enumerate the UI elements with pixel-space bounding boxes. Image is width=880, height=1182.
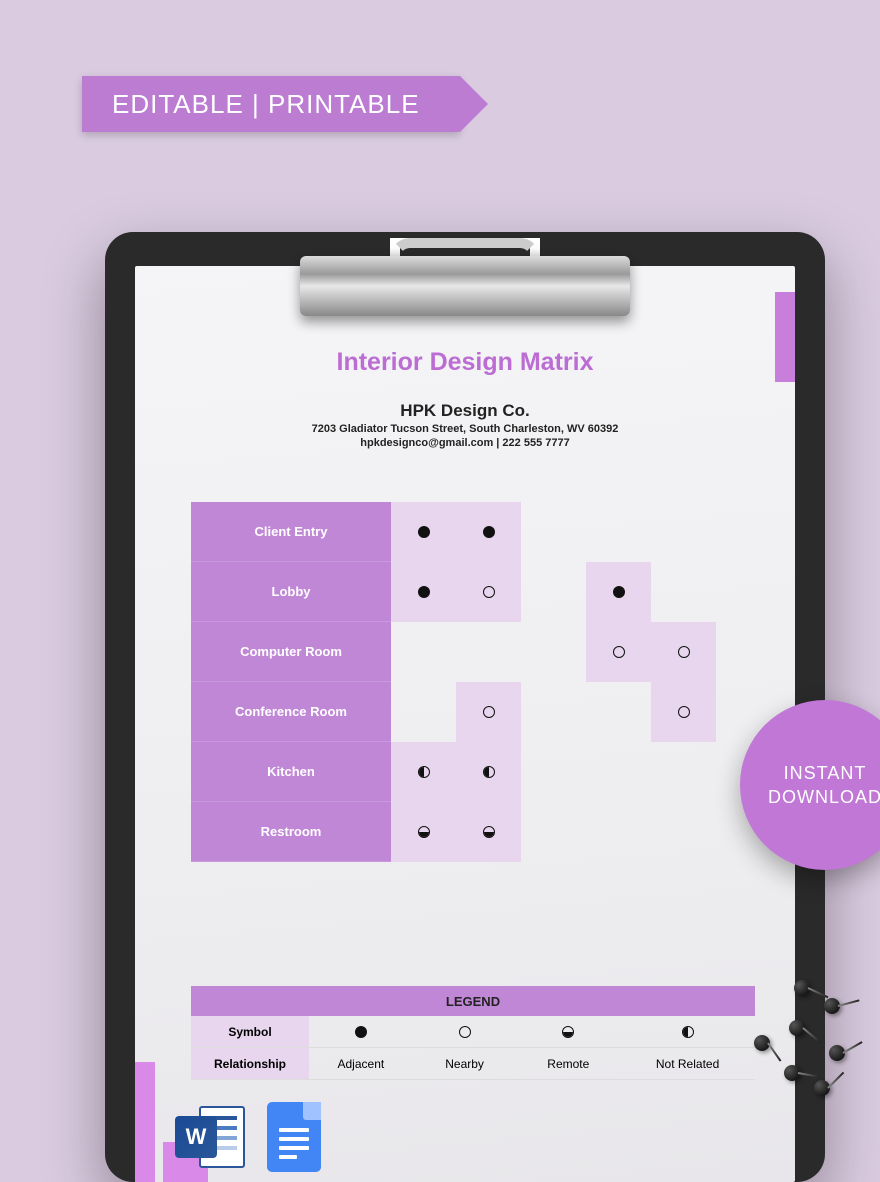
pushpins-decor (700, 950, 880, 1150)
ribbon-banner: EDITABLE | PRINTABLE (82, 76, 460, 132)
matrix-cell (456, 622, 521, 682)
matrix-cell (456, 502, 521, 562)
remote-symbol-icon (418, 826, 430, 838)
matrix-cell (521, 802, 586, 862)
relationship-matrix: Client EntryLobbyComputer RoomConference… (191, 502, 746, 862)
google-docs-icon (267, 1102, 321, 1172)
matrix-cell (651, 622, 716, 682)
legend-symbol-cell (516, 1016, 620, 1048)
accent-bottom-left (135, 1062, 155, 1182)
matrix-cell (651, 682, 716, 742)
matrix-cell (456, 562, 521, 622)
matrix-cell (521, 682, 586, 742)
company-name: HPK Design Co. (135, 401, 795, 421)
room-label: Conference Room (191, 682, 391, 742)
room-label: Computer Room (191, 622, 391, 682)
pushpin-icon (794, 980, 810, 996)
nearby-symbol-icon (459, 1026, 471, 1038)
clip-base (300, 256, 630, 316)
matrix-cell (586, 622, 651, 682)
nearby-symbol-icon (678, 646, 690, 658)
legend-symbol-cell (413, 1016, 517, 1048)
matrix-cell (456, 802, 521, 862)
ribbon-text: EDITABLE | PRINTABLE (112, 89, 420, 120)
adjacent-symbol-icon (418, 586, 430, 598)
matrix-cell (651, 802, 716, 862)
legend-relationship-cell: Adjacent (309, 1048, 413, 1080)
badge-line1: INSTANT (784, 761, 867, 785)
matrix-cell (391, 802, 456, 862)
matrix-cell (391, 622, 456, 682)
matrix-row: Client Entry (191, 502, 746, 562)
room-label: Restroom (191, 802, 391, 862)
matrix-cell (586, 802, 651, 862)
matrix-cell (456, 682, 521, 742)
matrix-row: Kitchen (191, 742, 746, 802)
pushpin-icon (829, 1045, 845, 1061)
matrix-cell (586, 502, 651, 562)
room-label: Lobby (191, 562, 391, 622)
word-icon: W (175, 1102, 245, 1172)
pushpin-icon (824, 998, 840, 1014)
company-contact: hpkdesignco@gmail.com | 222 555 7777 (135, 437, 795, 449)
legend-relationship-cell: Remote (516, 1048, 620, 1080)
nearby-symbol-icon (613, 646, 625, 658)
matrix-cell (521, 622, 586, 682)
notrelated-symbol-icon (418, 766, 430, 778)
room-label: Kitchen (191, 742, 391, 802)
adjacent-symbol-icon (483, 526, 495, 538)
matrix-cell (391, 502, 456, 562)
matrix-cell (586, 562, 651, 622)
remote-symbol-icon (483, 826, 495, 838)
matrix-row: Restroom (191, 802, 746, 862)
legend-symbol-header: Symbol (191, 1016, 309, 1048)
pushpin-icon (754, 1035, 770, 1051)
pushpin-icon (814, 1080, 830, 1096)
document-title: Interior Design Matrix (135, 348, 795, 377)
matrix-cell (651, 562, 716, 622)
matrix-row: Conference Room (191, 682, 746, 742)
room-label: Client Entry (191, 502, 391, 562)
nearby-symbol-icon (483, 706, 495, 718)
word-letter: W (175, 1116, 217, 1158)
legend-symbol-cell (309, 1016, 413, 1048)
app-icons-row: W (175, 1102, 321, 1172)
matrix-cell (586, 682, 651, 742)
accent-top-right (775, 292, 795, 382)
adjacent-symbol-icon (355, 1026, 367, 1038)
legend-grid: SymbolRelationshipAdjacentNearbyRemoteNo… (191, 1016, 755, 1080)
matrix-cell (586, 742, 651, 802)
notrelated-symbol-icon (682, 1026, 694, 1038)
matrix-cell (391, 682, 456, 742)
badge-line2: DOWNLOAD (768, 785, 880, 809)
matrix-cell (651, 502, 716, 562)
matrix-cell (456, 742, 521, 802)
notrelated-symbol-icon (483, 766, 495, 778)
legend-box: LEGEND SymbolRelationshipAdjacentNearbyR… (191, 986, 755, 1080)
adjacent-symbol-icon (418, 526, 430, 538)
nearby-symbol-icon (483, 586, 495, 598)
legend-relationship-header: Relationship (191, 1048, 309, 1080)
matrix-cell (391, 742, 456, 802)
adjacent-symbol-icon (613, 586, 625, 598)
legend-title: LEGEND (191, 986, 755, 1016)
paper-sheet: Interior Design Matrix HPK Design Co. 72… (135, 266, 795, 1182)
pushpin-icon (789, 1020, 805, 1036)
nearby-symbol-icon (678, 706, 690, 718)
matrix-row: Computer Room (191, 622, 746, 682)
matrix-cell (521, 562, 586, 622)
remote-symbol-icon (562, 1026, 574, 1038)
legend-relationship-cell: Nearby (413, 1048, 517, 1080)
company-address: 7203 Gladiator Tucson Street, South Char… (135, 423, 795, 435)
pushpin-icon (784, 1065, 800, 1081)
matrix-cell (391, 562, 456, 622)
matrix-cell (651, 742, 716, 802)
matrix-cell (521, 502, 586, 562)
matrix-cell (521, 742, 586, 802)
matrix-row: Lobby (191, 562, 746, 622)
